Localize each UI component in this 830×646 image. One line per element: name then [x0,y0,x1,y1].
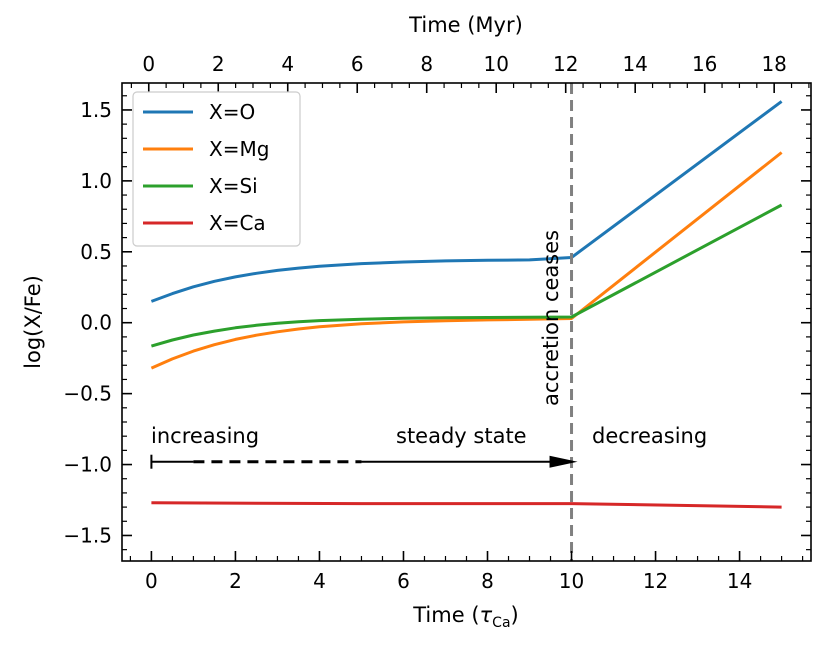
top-x-tick-label: 12 [553,52,578,76]
legend-box [132,91,301,247]
x-tick-label: 14 [727,569,752,593]
annotation-accretion-ceases: accretion ceases [539,230,563,406]
bottom-x-axis-label: Time (τCa) [412,603,518,631]
annotation-increasing: increasing [151,424,259,448]
x-tick-label: 6 [397,569,410,593]
y-tick-label: 0.5 [80,240,112,264]
series-line-x-si [150,203,783,348]
legend-label-o: X=O [209,100,255,124]
x-tick-label: 10 [559,569,584,593]
top-x-tick-label: 18 [761,52,786,76]
top-x-tick-label: 6 [351,52,364,76]
y-tick-label: −0.5 [63,382,112,406]
legend-label-ca: X=Ca [209,211,266,235]
series-layer [150,100,783,509]
y-tick-label: 0.0 [80,311,112,335]
tick-labels: 0 2 4 6 8 10 12 14 0 2 4 6 8 10 12 14 16 18 1.5 1.0 0.5 0.0 −0… [63,52,786,593]
y-tick-label: 1.0 [80,169,112,193]
legend-label-mg: X=Mg [209,137,269,161]
y-tick-label: −1.5 [63,523,112,547]
annotation-decreasing: decreasing [592,424,707,448]
x-tick-label: 2 [229,569,242,593]
legend: X=O X=Mg X=Si X=Ca [132,91,301,247]
top-x-tick-label: 4 [281,52,294,76]
x-tick-label: 4 [313,569,326,593]
legend-label-si: X=Si [209,174,258,198]
y-tick-label: −1.0 [63,453,112,477]
ticks-layer [122,83,811,561]
series-line-x-mg [150,151,783,370]
top-x-tick-label: 2 [212,52,225,76]
phase-arrow [150,454,578,469]
top-x-tick-label: 16 [692,52,717,76]
top-x-tick-label: 0 [142,52,155,76]
annotation-steady-state: steady state [396,424,527,448]
top-x-tick-label: 8 [420,52,433,76]
series-line-x-o [150,100,783,303]
y-tick-label: 1.5 [80,98,112,122]
top-x-tick-label: 10 [483,52,508,76]
x-tick-label: 12 [643,569,668,593]
phase-arrow-head [549,455,578,468]
x-tick-label: 0 [145,569,158,593]
top-x-axis-label: Time (Myr) [408,13,523,37]
y-axis-label: log(X/Fe) [21,275,45,369]
series-line-x-ca [151,501,782,509]
x-tick-label: 8 [481,569,494,593]
top-x-tick-label: 14 [622,52,647,76]
